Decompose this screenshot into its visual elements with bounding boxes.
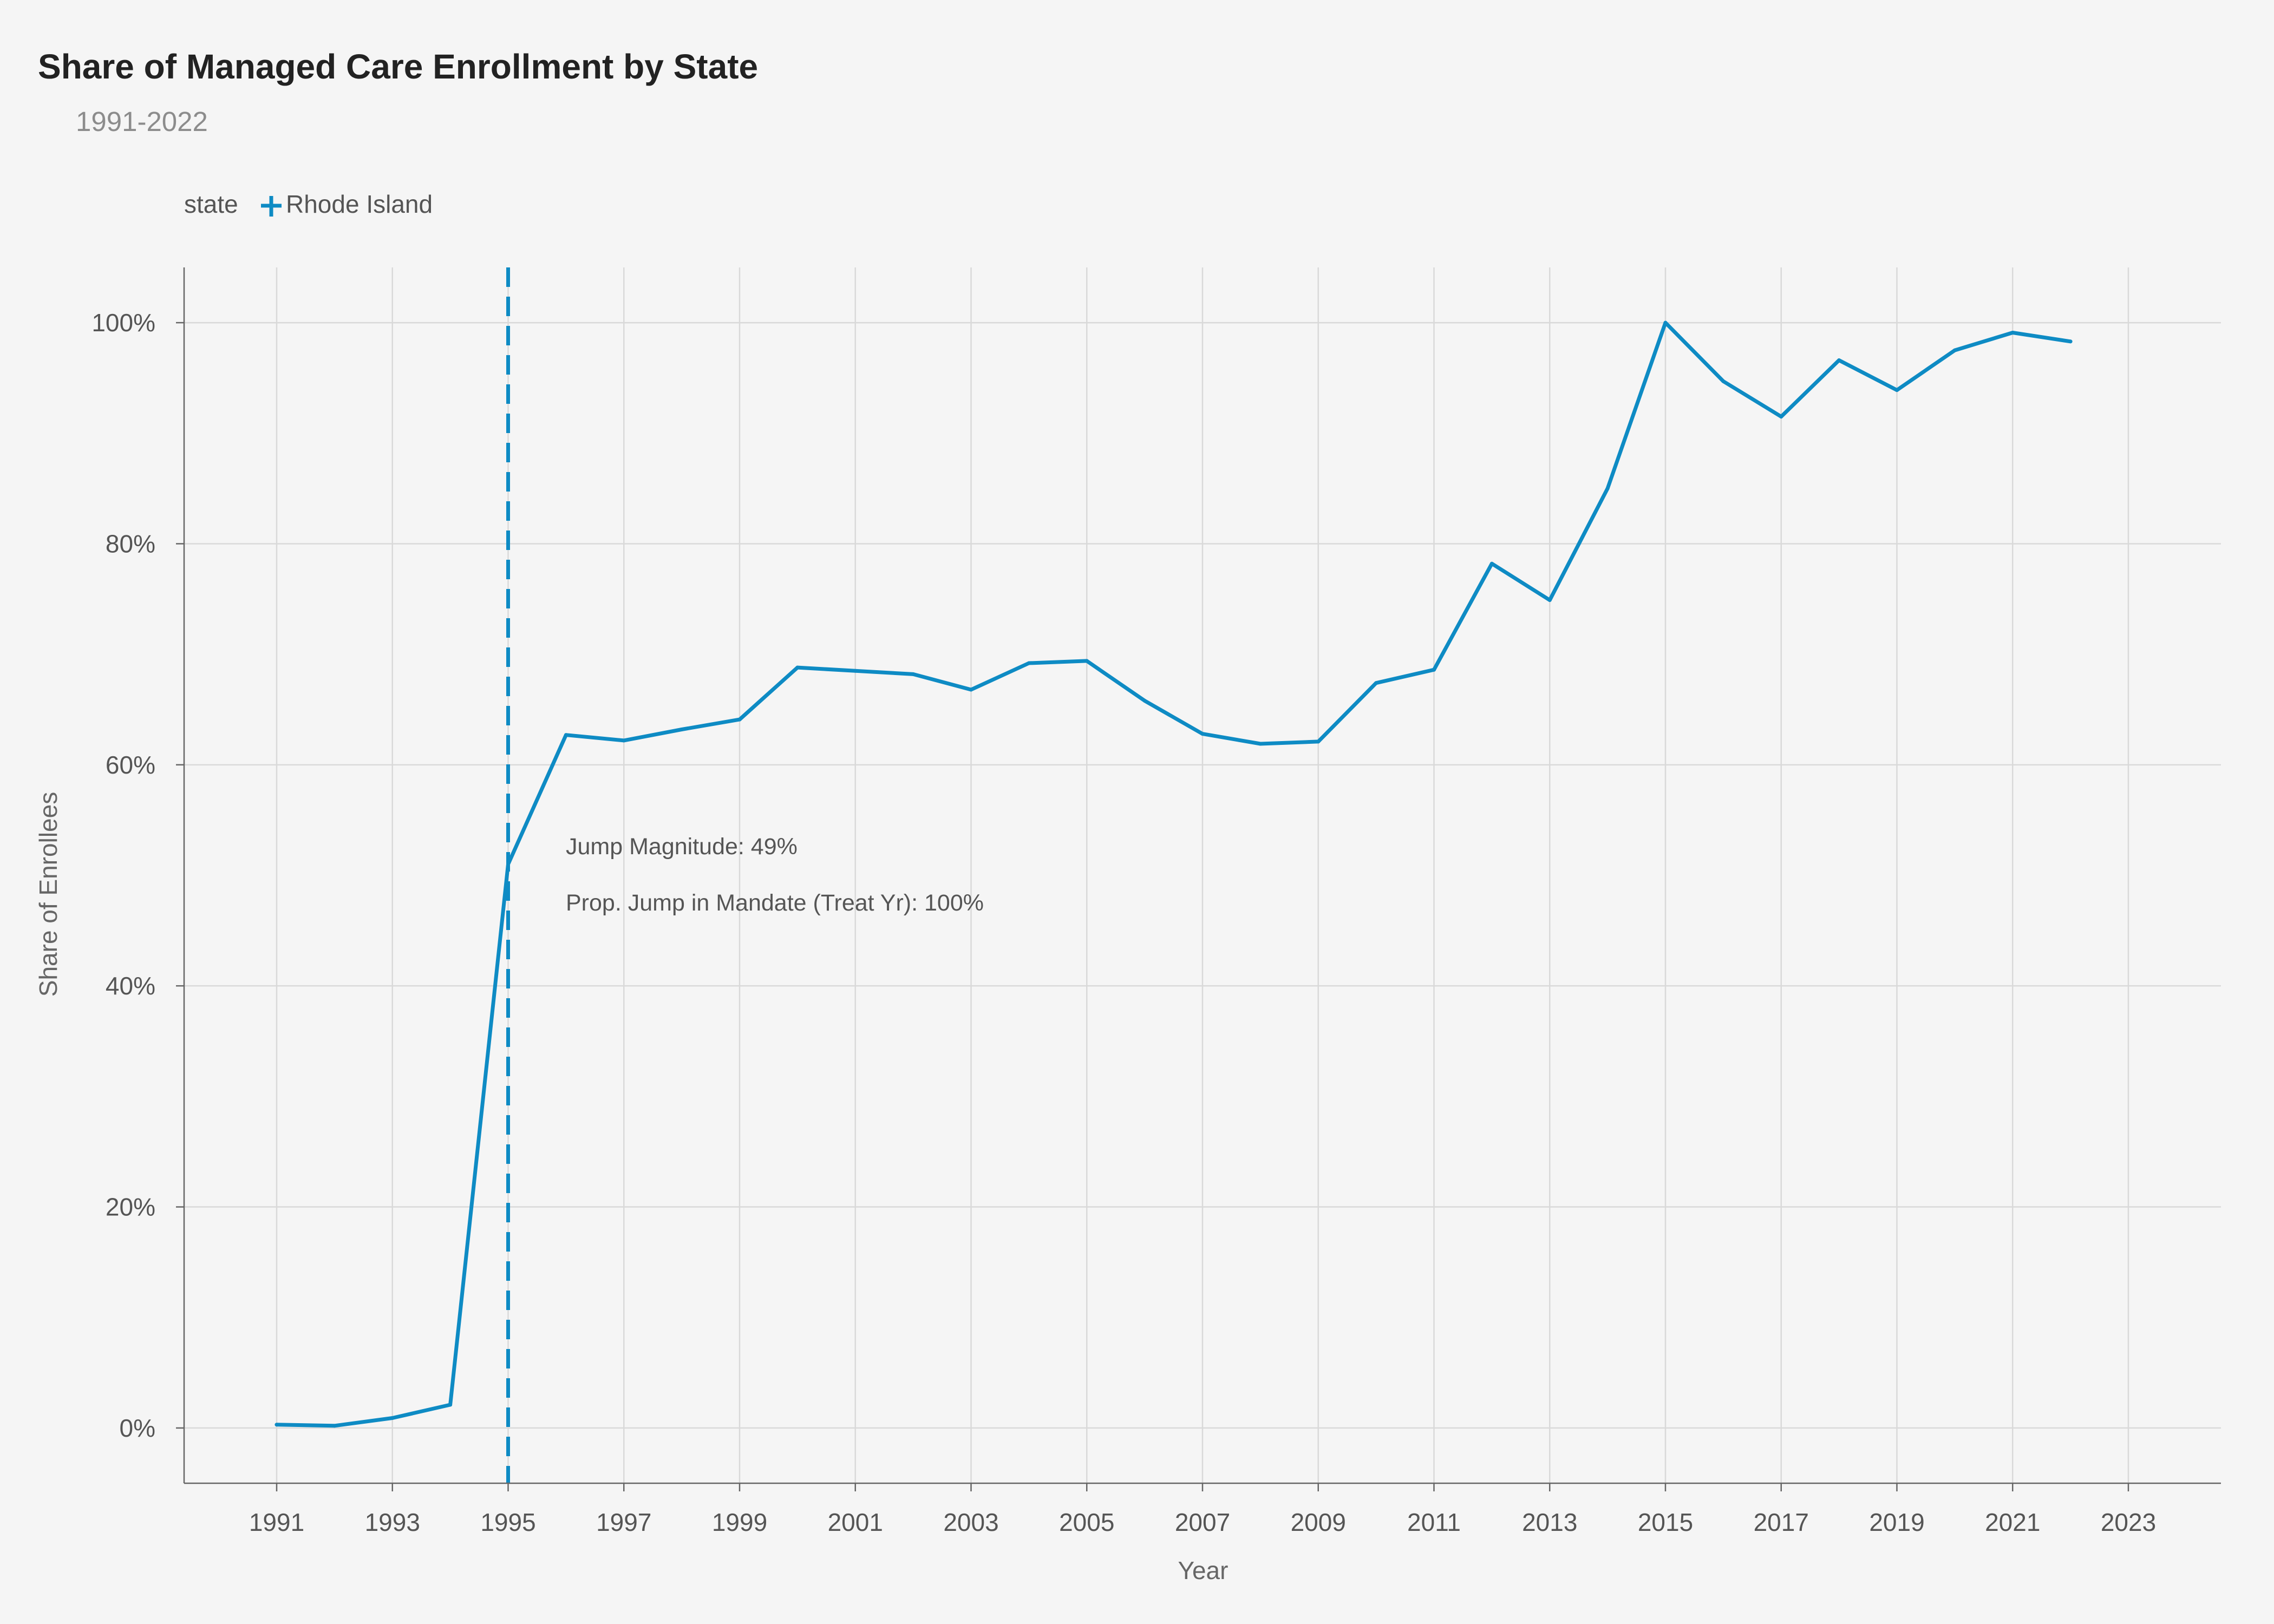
data-point-2005 [1085, 659, 1089, 663]
data-point-2004 [1027, 661, 1031, 665]
annotation-prop-jump: Prop. Jump in Mandate (Treat Yr): 100% [566, 890, 984, 916]
y-tick-label-60: 60% [106, 751, 155, 779]
data-point-1996 [564, 733, 568, 737]
data-point-2009 [1316, 739, 1320, 743]
x-tick-label-2003: 2003 [943, 1508, 998, 1536]
data-point-2013 [1548, 598, 1552, 602]
chart-subtitle: 1991-2022 [76, 106, 208, 137]
data-point-2010 [1374, 681, 1378, 685]
data-point-1993 [390, 1416, 394, 1420]
data-point-2001 [853, 669, 857, 673]
data-point-2020 [1953, 349, 1957, 352]
data-point-2015 [1664, 321, 1668, 325]
x-tick-label-2005: 2005 [1059, 1508, 1114, 1536]
data-point-2011 [1432, 668, 1436, 672]
x-tick-label-2013: 2013 [1522, 1508, 1577, 1536]
legend: state Rhode Island [184, 190, 433, 218]
x-tick-label-1997: 1997 [596, 1508, 651, 1536]
y-tick-label-20: 20% [106, 1193, 155, 1221]
y-tick-label-0: 0% [120, 1414, 155, 1442]
data-point-2018 [1837, 358, 1841, 362]
x-tick-label-2021: 2021 [1985, 1508, 2040, 1536]
data-point-2008 [1258, 742, 1262, 746]
x-tick-label-1991: 1991 [249, 1508, 304, 1536]
data-point-2022 [2069, 339, 2073, 343]
data-point-1994 [448, 1403, 452, 1407]
series-group [275, 321, 2073, 1428]
tick-labels: 1991 1993 1995 1997 1999 2001 2003 2005 2007 2009… [92, 309, 2156, 1536]
y-tick-label-40: 40% [106, 972, 155, 1000]
data-point-1998 [680, 728, 684, 731]
x-tick-label-2015: 2015 [1638, 1508, 1693, 1536]
data-point-2006 [1143, 699, 1147, 703]
data-point-1992 [332, 1424, 336, 1427]
x-tick-label-2011: 2011 [1407, 1508, 1461, 1536]
series-line-rhode-island [277, 323, 2070, 1426]
data-point-2000 [795, 666, 799, 670]
x-tick-label-1995: 1995 [480, 1508, 535, 1536]
data-point-2002 [911, 672, 915, 676]
axes [176, 267, 2221, 1491]
data-point-1997 [622, 738, 626, 742]
x-tick-label-2007: 2007 [1175, 1508, 1230, 1536]
data-point-1999 [738, 718, 742, 722]
data-point-2007 [1201, 732, 1205, 736]
y-axis-title: Share of Enrollees [34, 792, 62, 997]
legend-title: state [184, 190, 238, 218]
data-point-2016 [1721, 379, 1725, 383]
y-tick-label-80: 80% [106, 529, 155, 558]
x-tick-label-2009: 2009 [1291, 1508, 1346, 1536]
legend-label-rhode-island: Rhode Island [286, 190, 433, 218]
legend-swatch-rhode-island [261, 196, 282, 217]
data-point-2012 [1490, 562, 1494, 566]
x-tick-label-2023: 2023 [2101, 1508, 2156, 1536]
data-point-2014 [1606, 487, 1610, 490]
data-point-2019 [1895, 388, 1899, 392]
chart-title: Share of Managed Care Enrollment by Stat… [38, 47, 758, 86]
y-tick-label-100: 100% [92, 309, 155, 337]
x-tick-label-2019: 2019 [1869, 1508, 1924, 1536]
data-point-1995 [506, 862, 510, 866]
grid [184, 267, 2221, 1483]
x-axis-title: Year [1178, 1556, 1229, 1584]
annotation-jump-magnitude: Jump Magnitude: 49% [566, 834, 798, 860]
data-point-2017 [1779, 415, 1783, 418]
x-tick-label-2001: 2001 [828, 1508, 883, 1536]
x-tick-label-2017: 2017 [1754, 1508, 1809, 1536]
data-point-1991 [275, 1423, 279, 1426]
x-tick-label-1993: 1993 [365, 1508, 420, 1536]
data-point-2003 [969, 687, 973, 691]
x-tick-label-1999: 1999 [712, 1508, 767, 1536]
data-point-2021 [2011, 331, 2015, 335]
